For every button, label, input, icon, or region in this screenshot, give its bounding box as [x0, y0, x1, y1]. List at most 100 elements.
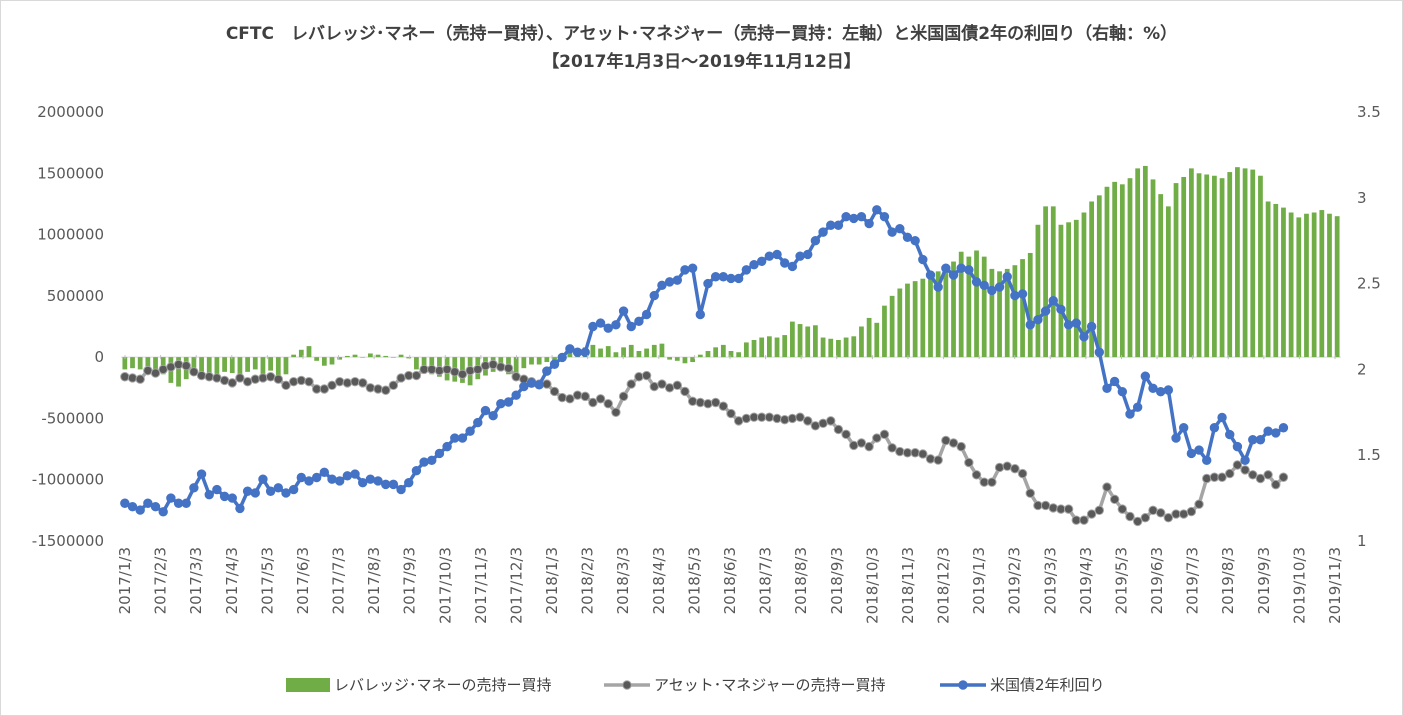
bar-leveraged-money — [774, 337, 780, 358]
bar-leveraged-money — [391, 357, 396, 358]
asset-manager-point — [273, 374, 283, 384]
asset-manager-point — [258, 373, 268, 383]
asset-manager-point — [1148, 505, 1158, 516]
asset-manager-point — [319, 384, 330, 394]
yield-point — [542, 366, 552, 376]
yield-point — [1194, 445, 1204, 455]
bar-leveraged-money — [521, 357, 527, 369]
asset-manager-point — [281, 380, 291, 391]
asset-manager-point — [404, 370, 414, 381]
bar-leveraged-money — [1304, 213, 1309, 358]
asset-manager-point — [657, 379, 667, 389]
yield-point — [196, 469, 207, 479]
x-tick-label: 2019/5/3 — [1112, 547, 1130, 614]
asset-manager-point — [872, 433, 882, 443]
left-tick-label: 2000000 — [37, 103, 104, 121]
asset-manager-point — [1171, 509, 1181, 519]
yield-point — [219, 491, 230, 502]
bar-leveraged-money — [759, 337, 765, 358]
asset-manager-point — [120, 372, 130, 382]
bar-leveraged-money — [1319, 210, 1325, 358]
bar-leveraged-money — [122, 357, 128, 370]
asset-manager-point — [1063, 504, 1074, 514]
x-tick-label: 2017/5/3 — [258, 547, 276, 614]
asset-manager-point — [1186, 506, 1197, 517]
bar-leveraged-money — [621, 347, 626, 358]
asset-manager-point — [473, 364, 483, 375]
yield-point — [265, 486, 276, 496]
yield-point — [756, 256, 767, 266]
chart-title-line1: CFTC レバレッジ･マネー（売持ー買持）、アセット･マネジャー（売持ー買持：左… — [225, 24, 1178, 44]
bar-leveraged-money — [1250, 169, 1256, 358]
bar-leveraged-money — [1050, 206, 1056, 358]
asset-manager-point — [833, 424, 844, 435]
right-tick-label: 2 — [1357, 360, 1367, 378]
bar-leveraged-money — [1058, 224, 1064, 358]
right-tick-label: 3.5 — [1357, 103, 1381, 121]
bar-leveraged-money — [859, 326, 864, 358]
yield-point — [358, 477, 368, 488]
left-tick-label: 1000000 — [37, 226, 104, 244]
bar-leveraged-money — [1173, 183, 1179, 358]
asset-manager-point — [250, 374, 260, 384]
bar-leveraged-money — [229, 357, 235, 374]
yield-point — [258, 474, 268, 484]
yield-point — [680, 265, 690, 275]
bar-leveraged-money — [644, 348, 649, 358]
asset-manager-point — [427, 364, 437, 375]
asset-manager-point — [603, 399, 613, 409]
bar-leveraged-money — [705, 351, 711, 358]
asset-manager-point — [764, 412, 775, 422]
x-tick-label: 2017/12/3 — [507, 547, 525, 624]
yield-point — [687, 263, 698, 273]
yield-point — [1271, 428, 1281, 438]
legend-label-yield: 米国債2年利回り — [990, 676, 1105, 694]
yield-point — [1102, 383, 1112, 393]
asset-manager-point — [695, 397, 706, 408]
asset-manager-point — [135, 374, 145, 384]
x-tick-label: 2018/2/3 — [579, 547, 597, 614]
yield-point — [365, 474, 376, 484]
bar-leveraged-money — [536, 357, 542, 365]
bar-leveraged-money — [590, 344, 596, 358]
bar-leveraged-money — [1242, 168, 1248, 358]
x-tick-label: 2019/9/3 — [1255, 547, 1273, 614]
asset-manager-point — [1033, 500, 1043, 511]
left-axis-ticks: 2000000 1500000 1000000 500000 0 -500000 -1000… — [32, 103, 104, 550]
asset-manager-point — [680, 386, 690, 397]
asset-manager-point — [1278, 472, 1289, 482]
yield-point — [480, 405, 491, 416]
bar-leveraged-money — [613, 352, 619, 358]
legend-label-asset-manager: アセット･マネジャーの売持ー買持 — [654, 676, 885, 694]
yield-point — [1179, 423, 1189, 433]
yield-point — [127, 501, 138, 512]
right-tick-label: 1.5 — [1357, 446, 1381, 464]
asset-manager-point — [1002, 461, 1012, 471]
x-tick-label: 2017/9/3 — [401, 547, 419, 614]
bar-leveraged-money — [997, 271, 1002, 358]
x-tick-label: 2017/2/3 — [152, 547, 170, 614]
asset-manager-point — [979, 477, 989, 487]
asset-manager-point — [411, 370, 422, 381]
yield-point — [1248, 435, 1258, 445]
asset-manager-point — [511, 372, 521, 382]
bar-leveraged-money — [513, 357, 519, 376]
bar-leveraged-money — [720, 344, 726, 358]
bar-leveraged-money — [237, 357, 243, 375]
asset-manager-point — [158, 364, 168, 375]
yield-point — [641, 309, 652, 320]
bar-leveraged-money — [598, 348, 603, 358]
x-axis-ticks: 2017/1/3 2017/2/3 2017/3/3 2017/4/3 2017/5/3… — [116, 355, 1344, 624]
yield-point — [242, 486, 253, 496]
bar-leveraged-money — [905, 283, 910, 358]
bar-leveraged-money — [1081, 212, 1087, 358]
yield-point — [273, 483, 283, 493]
yield-point — [749, 260, 759, 270]
yield-point — [411, 465, 422, 476]
asset-manager-point — [189, 367, 199, 377]
bar-leveraged-money — [360, 357, 366, 358]
asset-manager-point — [810, 421, 821, 431]
yield-point — [304, 476, 314, 486]
yield-point — [795, 251, 805, 261]
yield-point — [695, 309, 706, 320]
